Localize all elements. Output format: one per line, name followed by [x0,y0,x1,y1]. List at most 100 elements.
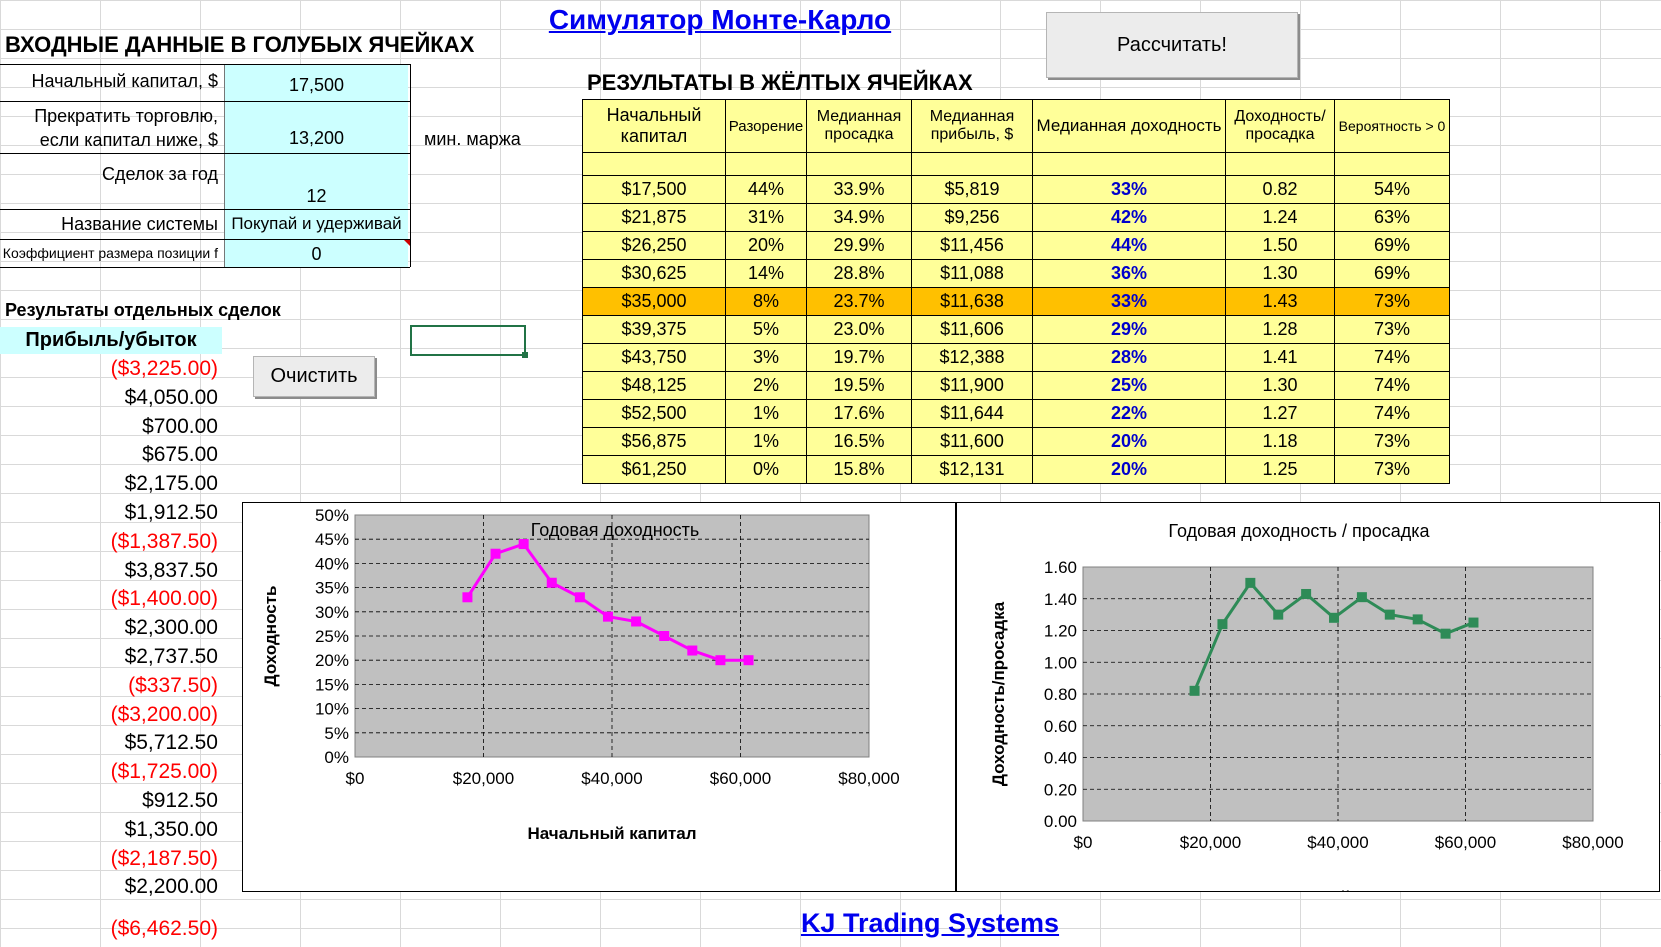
cell-return-drawdown[interactable]: 1.30 [1225,371,1335,400]
cell-start-capital[interactable]: $48,125 [582,371,726,400]
cell-probability[interactable]: 74% [1334,343,1450,372]
cell-median-drawdown[interactable]: 16.5% [806,427,912,456]
cell-median-profit[interactable]: $11,088 [911,259,1033,288]
cell-median-profit[interactable]: $11,644 [911,399,1033,428]
system-input[interactable]: Покупай и удерживай [224,210,408,239]
cell-median-drawdown[interactable]: 15.8% [806,455,912,484]
cell-start-capital[interactable]: $56,875 [582,427,726,456]
cell-median-return[interactable]: 28% [1032,343,1226,372]
start-capital-input[interactable]: 17,500 [224,65,408,101]
cell-median-drawdown[interactable]: 34.9% [806,203,912,232]
trade-value[interactable]: ($3,225.00) [110,357,218,380]
cell-probability[interactable]: 74% [1334,399,1450,428]
cell-return-drawdown[interactable]: 1.25 [1225,455,1335,484]
cell-median-return[interactable]: 44% [1032,231,1226,260]
trade-value[interactable]: ($3,200.00) [110,702,218,726]
cell-median-return[interactable]: 22% [1032,399,1226,428]
trade-value[interactable]: ($337.50) [128,673,218,697]
cell-median-profit[interactable]: $5,819 [911,175,1033,204]
cell-median-drawdown[interactable]: 23.7% [806,287,912,316]
cell-ruin[interactable]: 5% [725,315,807,344]
cell-median-drawdown[interactable]: 28.8% [806,259,912,288]
cell-median-return[interactable]: 25% [1032,371,1226,400]
cell-median-profit[interactable]: $11,638 [911,287,1033,316]
cell-probability[interactable]: 74% [1334,371,1450,400]
cell-median-profit[interactable]: $12,131 [911,455,1033,484]
cell-median-return[interactable]: 20% [1032,427,1226,456]
cell-return-drawdown[interactable]: 1.41 [1225,343,1335,372]
cell-median-profit[interactable]: $12,388 [911,343,1033,372]
cell-ruin[interactable]: 31% [725,203,807,232]
cell-ruin[interactable]: 14% [725,259,807,288]
cell-median-profit[interactable]: $11,606 [911,315,1033,344]
cell-return-drawdown[interactable]: 1.28 [1225,315,1335,344]
footer-link[interactable]: KJ Trading Systems [800,908,1060,938]
trade-value[interactable]: $700.00 [142,414,218,438]
cell-return-drawdown[interactable]: 0.82 [1225,175,1335,204]
cell-median-return[interactable]: 42% [1032,203,1226,232]
trade-value[interactable]: $1,912.50 [124,501,218,524]
cell-return-drawdown[interactable]: 1.50 [1225,231,1335,260]
cell-probability[interactable]: 73% [1334,287,1450,316]
page-title[interactable]: Симулятор Монте-Карло [548,4,892,35]
trade-value[interactable]: ($6,462.50) [110,917,218,940]
cell-median-drawdown[interactable]: 17.6% [806,399,912,428]
cell-median-drawdown[interactable]: 29.9% [806,231,912,260]
cell-ruin[interactable]: 1% [725,427,807,456]
fill-handle[interactable] [522,352,528,358]
cell-probability[interactable]: 73% [1334,427,1450,456]
cell-ruin[interactable]: 20% [725,231,807,260]
trade-value[interactable]: $2,300.00 [124,616,218,640]
cell-probability[interactable]: 54% [1334,175,1450,204]
cell-probability[interactable]: 63% [1334,203,1450,232]
cell-median-return[interactable]: 29% [1032,315,1226,344]
cell-median-return[interactable]: 36% [1032,259,1226,288]
cell-ruin[interactable]: 1% [725,399,807,428]
cell-probability[interactable]: 69% [1334,231,1450,260]
trade-value[interactable]: $4,050.00 [124,385,218,409]
trade-value[interactable]: $5,712.50 [124,731,218,755]
cell-ruin[interactable]: 44% [725,175,807,204]
trade-value[interactable]: $1,350.00 [124,817,218,841]
cell-return-drawdown[interactable]: 1.30 [1225,259,1335,288]
cell-start-capital[interactable]: $43,750 [582,343,726,372]
cell-median-return[interactable]: 33% [1032,287,1226,316]
clear-button[interactable]: Очистить [253,356,375,397]
f-input[interactable]: 0 [224,240,408,267]
cell-start-capital[interactable]: $35,000 [582,287,726,316]
cell-start-capital[interactable]: $61,250 [582,455,726,484]
trade-value[interactable]: $3,837.50 [124,558,218,582]
trade-value[interactable]: ($2,187.50) [110,846,218,870]
trade-value[interactable]: $675.00 [142,443,218,467]
cell-median-profit[interactable]: $11,456 [911,231,1033,260]
trade-value[interactable]: $2,175.00 [124,472,218,496]
cell-start-capital[interactable]: $30,625 [582,259,726,288]
cell-ruin[interactable]: 3% [725,343,807,372]
trades-input[interactable]: 12 [224,154,408,209]
cell-median-return[interactable]: 20% [1032,455,1226,484]
cell-start-capital[interactable]: $39,375 [582,315,726,344]
cell-return-drawdown[interactable]: 1.43 [1225,287,1335,316]
cell-start-capital[interactable]: $17,500 [582,175,726,204]
cell-median-drawdown[interactable]: 33.9% [806,175,912,204]
trade-value[interactable]: $2,200.00 [124,875,218,899]
cell-start-capital[interactable]: $52,500 [582,399,726,428]
trade-value[interactable]: ($1,387.50) [110,529,218,553]
trade-value[interactable]: $2,737.50 [124,645,218,668]
cell-median-profit[interactable]: $11,600 [911,427,1033,456]
cell-ruin[interactable]: 8% [725,287,807,316]
stop-input[interactable]: 13,200 [224,102,408,153]
cell-median-drawdown[interactable]: 19.7% [806,343,912,372]
trade-value[interactable]: $912.50 [142,789,218,812]
cell-start-capital[interactable]: $26,250 [582,231,726,260]
cell-start-capital[interactable]: $21,875 [582,203,726,232]
cell-return-drawdown[interactable]: 1.27 [1225,399,1335,428]
cell-return-drawdown[interactable]: 1.18 [1225,427,1335,456]
cell-ruin[interactable]: 2% [725,371,807,400]
selected-cell[interactable] [410,325,528,358]
cell-ruin[interactable]: 0% [725,455,807,484]
cell-probability[interactable]: 73% [1334,315,1450,344]
cell-median-drawdown[interactable]: 23.0% [806,315,912,344]
cell-median-profit[interactable]: $9,256 [911,203,1033,232]
cell-return-drawdown[interactable]: 1.24 [1225,203,1335,232]
